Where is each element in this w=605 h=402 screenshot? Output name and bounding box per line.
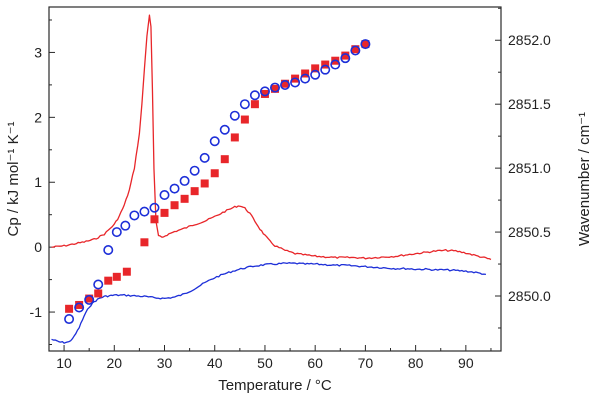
cp-red-line	[51, 14, 492, 261]
y-right-tick-label: 2851.5	[508, 96, 551, 112]
red-square-point	[150, 215, 159, 224]
blue-circle-point	[179, 175, 190, 186]
plot-points	[64, 39, 371, 325]
y-left-tick-label: -1	[30, 304, 43, 320]
x-tick-label: 80	[408, 355, 424, 371]
red-square-point	[75, 300, 84, 309]
red-square-point	[190, 187, 199, 196]
red-square-point	[281, 79, 290, 88]
blue-circle-point	[159, 189, 170, 200]
cp-blue-line	[51, 262, 487, 344]
x-tick-label: 10	[56, 355, 72, 371]
red-square-point	[200, 179, 209, 188]
red-square-point	[180, 194, 189, 203]
x-tick-label: 50	[257, 355, 273, 371]
blue-circle-point	[350, 45, 361, 56]
y-left-axis-title: Cp / kJ mol⁻¹ K⁻¹	[5, 121, 22, 236]
blue-circle-point	[360, 39, 371, 50]
y-left-tick-label: 1	[34, 174, 42, 190]
y-left-tick-label: 3	[34, 44, 42, 60]
red-square-point	[94, 289, 103, 298]
x-tick-label: 20	[106, 355, 122, 371]
blue-circle-point	[169, 183, 180, 194]
red-square-point	[220, 155, 229, 164]
x-tick-label: 60	[307, 355, 323, 371]
y-right-tick-label: 2850.0	[508, 288, 551, 304]
y-left-tick-label: 2	[34, 109, 42, 125]
red-square-point	[65, 304, 74, 313]
blue-circle-point	[120, 220, 131, 231]
blue-circle-point	[64, 314, 75, 325]
red-square-point	[311, 64, 320, 73]
red-square-point	[85, 294, 94, 303]
blue-circle-point	[249, 90, 260, 101]
blue-circle-point	[74, 302, 85, 313]
tick-labels: 10 20 30 40 50 60 70 80 90 -1 0 1 2 3 2850.0 2850.5 2851…	[30, 32, 551, 371]
y-left-tick-label: 0	[34, 239, 42, 255]
red-square-point	[210, 169, 219, 178]
blue-circle-point	[330, 59, 341, 70]
blue-circle-point	[84, 294, 95, 305]
red-square-point	[351, 45, 360, 54]
blue-circle-point	[149, 202, 160, 213]
red-square-point	[140, 238, 149, 247]
y-right-tick-label: 2850.5	[508, 224, 551, 240]
blue-circle-point	[111, 227, 122, 238]
blue-circle-point	[280, 80, 291, 91]
blue-circle-point	[139, 206, 150, 217]
blue-circle-point	[300, 73, 311, 84]
red-square-point	[361, 40, 370, 49]
y-right-tick-label: 2852.0	[508, 32, 551, 48]
red-square-point	[260, 89, 269, 98]
blue-circle-point	[320, 64, 331, 75]
blue-circle-point	[103, 244, 114, 255]
blue-circle-point	[340, 53, 351, 64]
blue-circle-point	[209, 136, 220, 147]
blue-circle-point	[269, 82, 280, 93]
red-square-point	[301, 69, 310, 78]
axis-ticks	[49, 7, 501, 351]
blue-circle-point	[229, 110, 240, 121]
red-square-point	[240, 115, 249, 124]
red-square-point	[271, 84, 279, 93]
red-square-point	[341, 51, 350, 60]
red-square-point	[104, 276, 113, 285]
blue-circle-point	[93, 279, 104, 290]
blue-circle-point	[290, 77, 301, 88]
blue-circle-point	[129, 210, 140, 221]
red-square-point	[112, 272, 121, 281]
y-right-axis-title: Wavenumber / cm⁻¹	[576, 112, 593, 246]
blue-circle-point	[189, 165, 200, 176]
red-square-point	[170, 201, 179, 210]
blue-circle-point	[259, 86, 270, 97]
y-right-tick-label: 2851.0	[508, 160, 551, 176]
x-axis-title: Temperature / °C	[218, 377, 332, 394]
blue-circle-point	[219, 124, 230, 135]
blue-circle-point	[310, 69, 321, 80]
red-square-point	[230, 133, 239, 142]
x-tick-label: 90	[458, 355, 474, 371]
red-square-point	[250, 100, 259, 109]
red-square-point	[321, 60, 330, 69]
red-square-point	[122, 267, 131, 276]
plot-frame	[48, 6, 502, 352]
plot-lines	[51, 14, 492, 344]
red-square-point	[160, 208, 169, 217]
x-tick-label: 70	[358, 355, 374, 371]
blue-circle-point	[239, 99, 250, 110]
x-tick-label: 30	[157, 355, 173, 371]
x-tick-label: 40	[207, 355, 223, 371]
blue-circle-point	[199, 152, 210, 163]
